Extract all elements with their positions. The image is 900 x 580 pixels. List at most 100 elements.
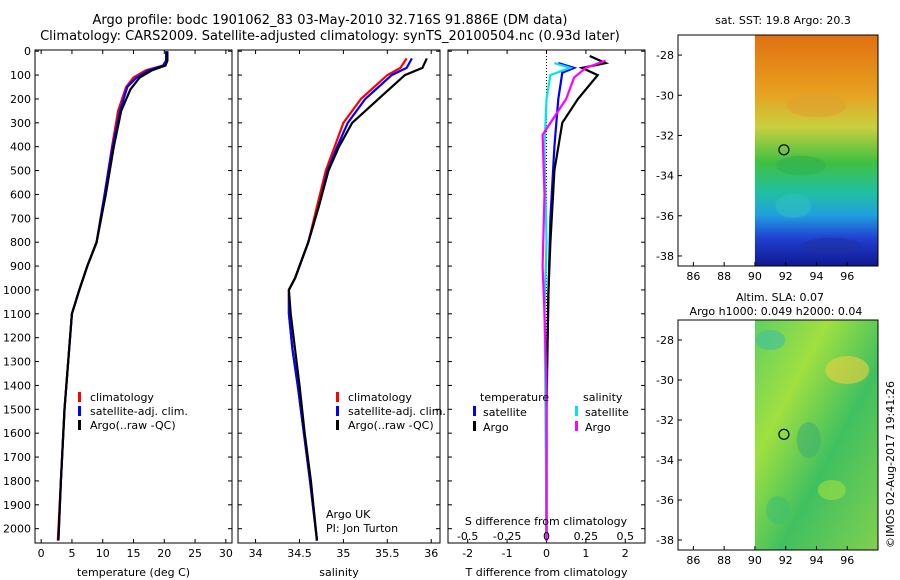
chart-title-line2: Climatology: CARS2009. Satellite-adjuste… — [40, 29, 620, 44]
temperature-profile-legend-label: climatology — [90, 391, 154, 404]
difference-profile-xtick-label: 1 — [582, 547, 589, 560]
diff-legend-swatch — [473, 421, 476, 431]
diff-xlabel2: S difference from climatology — [465, 515, 628, 528]
salinity-profile-legend-swatch — [336, 420, 339, 430]
difference-profile-series-s-argo — [541, 59, 606, 541]
sla-map-xtick-label: 92 — [779, 554, 793, 567]
salinity-profile-frame — [237, 49, 441, 544]
temperature-profile-series-satellite — [57, 51, 168, 541]
argo-uk-label: Argo UK — [326, 508, 371, 521]
depth-tick-label: 1100 — [3, 308, 31, 321]
depth-tick-label: 1800 — [3, 475, 31, 488]
sst-map-field-patch — [786, 93, 847, 118]
sla-map-field-patch — [817, 480, 846, 500]
salinity-profile-xtick-label: 35 — [336, 547, 350, 560]
depth-tick-label: 1500 — [3, 403, 31, 416]
sst-map-argo-marker — [778, 144, 790, 156]
sla-map-xtick-label: 90 — [748, 554, 762, 567]
salinity-profile-legend-label: climatology — [348, 391, 412, 404]
sla-map-xtick-label: 88 — [717, 554, 731, 567]
temperature-profile-series-climatology — [56, 51, 168, 541]
sla-map-ytick-label: -28 — [656, 334, 674, 347]
sst-map-field-patch — [775, 193, 812, 218]
depth-tick-label: 1000 — [3, 284, 31, 297]
temperature-profile-xtick-label: 30 — [219, 547, 233, 560]
sla-map-title: Altim. SLA: 0.07 — [736, 291, 824, 304]
salinity-profile-xtick-label: 35.5 — [375, 547, 400, 560]
chart-title-line1: Argo profile: bodc 1901062_83 03-May-201… — [92, 13, 568, 28]
diff-xtick2-label: 0.25 — [574, 530, 599, 543]
sst-map-frame — [677, 34, 879, 267]
temperature-profile-xtick-label: 10 — [96, 547, 110, 560]
depth-tick-label: 1300 — [3, 356, 31, 369]
diff-legend-label: satellite — [483, 406, 527, 419]
salinity-profile-legend-label: satellite-adj. clim. — [348, 405, 446, 418]
sst-map-xtick-label: 90 — [748, 270, 762, 283]
depth-tick-label: 400 — [10, 141, 31, 154]
difference-profile-xtick-label: 2 — [622, 547, 629, 560]
depth-tick-label: 1400 — [3, 379, 31, 392]
depth-tick-label: 0 — [24, 45, 31, 58]
temperature-profile-xtick-label: 0 — [38, 547, 45, 560]
sst-map-field-patch — [801, 237, 862, 254]
sla-map-field-patch — [755, 330, 786, 350]
sst-map-xtick-label: 86 — [686, 270, 700, 283]
sst-map-field-patch — [776, 155, 827, 176]
sla-map-argo-marker — [778, 428, 790, 440]
diff-legend-label: Argo — [483, 421, 509, 434]
temperature-profile-legend-label: satellite-adj. clim. — [90, 405, 188, 418]
sst-map-ytick-label: -34 — [656, 170, 674, 183]
salinity-profile-xtick-label: 34 — [249, 547, 263, 560]
temperature-profile-xtick-label: 5 — [68, 547, 75, 560]
salinity-profile-xtick-label: 34.5 — [287, 547, 312, 560]
diff-legend-header-salinity: salinity — [583, 391, 623, 404]
depth-tick-label: 100 — [10, 69, 31, 82]
diff-xtick2-label: 0 — [543, 530, 550, 543]
temperature-profile-xlabel: temperature (deg C) — [77, 566, 190, 579]
sla-map-ytick-label: -32 — [656, 414, 674, 427]
depth-tick-label: 1600 — [3, 427, 31, 440]
temperature-profile-legend-swatch — [78, 392, 81, 402]
temperature-profile-xtick-label: 15 — [127, 547, 141, 560]
temperature-profile-xtick-label: 20 — [157, 547, 171, 560]
sla-map-ytick-label: -30 — [656, 374, 674, 387]
diff-legend-label: satellite — [585, 406, 629, 419]
sla-map-ytick-label: -34 — [656, 454, 674, 467]
depth-tick-label: 2000 — [3, 523, 31, 536]
sla-map-xtick-label: 94 — [809, 554, 823, 567]
sla-map-frame — [677, 319, 879, 551]
temperature-profile-frame — [34, 49, 233, 544]
depth-tick-label: 200 — [10, 93, 31, 106]
sst-map-xtick-label: 96 — [840, 270, 854, 283]
sst-map-xtick-label: 92 — [779, 270, 793, 283]
diff-xtick2-label: -0.5 — [457, 530, 478, 543]
salinity-profile-series-satellite — [287, 57, 413, 541]
depth-tick-label: 1200 — [3, 332, 31, 345]
sla-map-field-patch — [796, 422, 821, 458]
sla-map-subtitle: Argo h1000: 0.049 h2000: 0.04 — [690, 305, 863, 318]
sla-map-xtick-label: 96 — [840, 554, 854, 567]
temperature-profile-legend-label: Argo(..raw -QC) — [90, 419, 176, 432]
sst-map-ytick-label: -28 — [656, 49, 674, 62]
diff-legend-swatch — [473, 406, 476, 416]
depth-tick-label: 600 — [10, 188, 31, 201]
diff-legend-swatch — [575, 421, 578, 431]
sst-map-xtick-label: 88 — [717, 270, 731, 283]
sla-map-xtick-label: 86 — [686, 554, 700, 567]
diff-legend-label: Argo — [585, 421, 611, 434]
temperature-profile-legend-swatch — [78, 406, 81, 416]
depth-tick-label: 1900 — [3, 499, 31, 512]
difference-profile-xtick-label: 0 — [543, 547, 550, 560]
diff-legend-swatch — [575, 406, 578, 416]
temperature-profile-legend-swatch — [78, 420, 81, 430]
sst-map-ytick-label: -38 — [656, 250, 674, 263]
diff-legend-header-temperature: temperature — [480, 391, 549, 404]
difference-profile-xtick-label: -1 — [502, 547, 513, 560]
sla-map-field-patch — [825, 356, 870, 384]
difference-profile-xlabel: T difference from climatology — [465, 566, 628, 579]
salinity-profile-legend-swatch — [336, 406, 339, 416]
imos-stamp: ©IMOS 02-Aug-2017 19:41:26 — [884, 381, 897, 548]
sst-map-ytick-label: -32 — [656, 129, 674, 142]
pi-label: PI: Jon Turton — [326, 522, 398, 535]
